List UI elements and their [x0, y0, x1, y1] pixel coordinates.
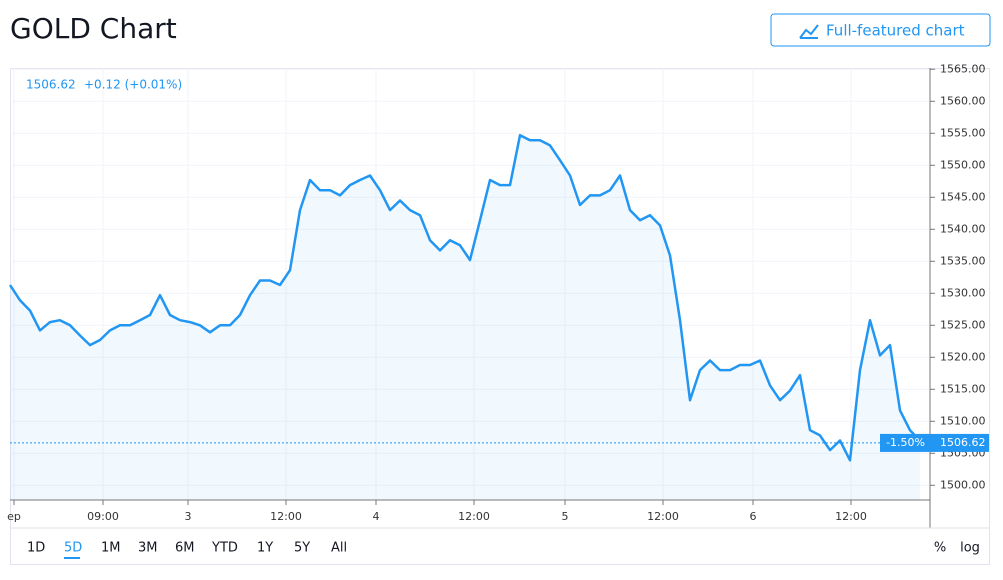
readout-price: 1506.62: [26, 78, 76, 92]
x-tick-label: 4: [373, 510, 380, 523]
scale-option[interactable]: log: [960, 541, 980, 556]
x-tick-label: 5: [562, 510, 569, 523]
y-tick-label: 1515.00: [940, 382, 986, 395]
range-button[interactable]: 1M: [101, 541, 121, 556]
page-title: GOLD Chart: [10, 12, 177, 45]
x-tick-label: 12:00: [835, 510, 867, 523]
x-tick-label: 6: [750, 510, 757, 523]
change-tag-bg: [880, 433, 930, 452]
button-frame[interactable]: [770, 13, 991, 47]
plot: [8, 68, 935, 528]
range-button[interactable]: 5D: [64, 541, 82, 556]
x-tick-label: ep: [7, 510, 21, 523]
button-label[interactable]: Full-featured chart: [826, 22, 965, 40]
range-button[interactable]: 5Y: [294, 541, 310, 556]
y-tick-label: 1545.00: [940, 190, 986, 203]
x-tick-label: 3: [185, 510, 192, 523]
x-tick-label: 12:00: [458, 510, 490, 523]
range-button[interactable]: 1Y: [257, 541, 273, 556]
readout-change: +0.12 (+0.01%): [84, 78, 182, 92]
chart-icon: [799, 24, 819, 39]
last-price-tag-bg: [930, 433, 989, 452]
y-tick-label: 1540.00: [940, 222, 986, 235]
scale-option[interactable]: %: [934, 541, 946, 556]
y-tick-label: 1530.00: [940, 286, 986, 299]
x-tick-label: 12:00: [647, 510, 679, 523]
range-button[interactable]: YTD: [211, 541, 238, 556]
y-tick-label: 1520.00: [940, 350, 986, 363]
y-tick-label: 1525.00: [940, 318, 986, 331]
y-tick-label: 1560.00: [940, 94, 986, 107]
y-tick-label: 1500.00: [940, 478, 986, 491]
change-tag: -1.50%: [886, 436, 925, 449]
y-tick-label: 1565.00: [940, 62, 986, 75]
y-tick-label: 1535.00: [940, 254, 986, 267]
y-tick-label: 1550.00: [940, 158, 986, 171]
range-button[interactable]: All: [331, 541, 347, 556]
range-button[interactable]: 3M: [138, 541, 158, 556]
x-tick-label: 09:00: [87, 510, 119, 523]
x-tick-label: 12:00: [270, 510, 302, 523]
y-tick-label: 1555.00: [940, 126, 986, 139]
price-line: [8, 133, 921, 462]
area: [10, 135, 920, 500]
last-price-tag: 1506.62: [940, 436, 986, 449]
range-button[interactable]: 1D: [27, 541, 45, 556]
y-tick-label: 1510.00: [940, 414, 986, 427]
range-button[interactable]: 6M: [175, 541, 195, 556]
full-chart-button[interactable]: Full-featured chart: [770, 13, 991, 47]
